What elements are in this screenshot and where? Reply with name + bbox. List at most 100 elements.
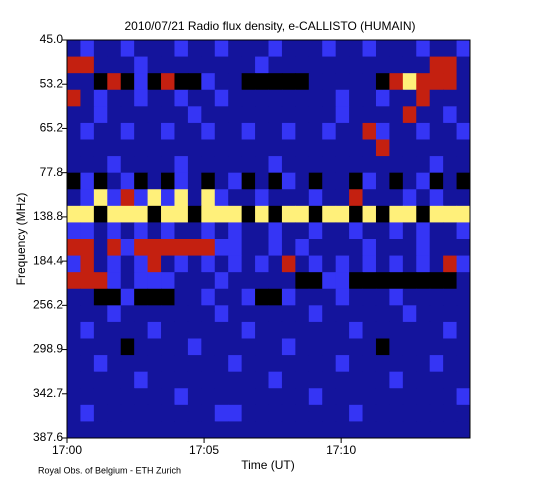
cell [214, 321, 229, 339]
cell [281, 404, 296, 422]
cell [456, 388, 471, 406]
cell [268, 305, 283, 323]
cell [268, 404, 283, 422]
cell [402, 156, 417, 174]
cell [456, 56, 471, 74]
cell [402, 404, 417, 422]
cell [389, 355, 404, 373]
cell [375, 222, 390, 240]
cell [295, 272, 310, 290]
cell [362, 421, 377, 439]
cell [308, 288, 323, 306]
cell [120, 189, 135, 207]
cell [93, 106, 108, 124]
cell [107, 73, 122, 91]
cell [214, 189, 229, 207]
cell [174, 404, 189, 422]
cell [67, 205, 81, 223]
cell [268, 89, 283, 107]
y-tick-label: 53.2 [40, 76, 64, 90]
cell [281, 56, 296, 74]
cell [308, 222, 323, 240]
cell [134, 172, 149, 190]
cell [187, 338, 202, 356]
cell [228, 156, 243, 174]
cell [174, 288, 189, 306]
cell [389, 139, 404, 157]
cell [268, 106, 283, 124]
cell [295, 421, 310, 439]
cell [255, 56, 269, 74]
cell [80, 388, 95, 406]
cell [349, 355, 364, 373]
cell [443, 404, 458, 422]
cell [67, 288, 81, 306]
cell [67, 239, 81, 257]
cell [335, 222, 350, 240]
cell [429, 272, 444, 290]
cell [443, 89, 458, 107]
cell [93, 73, 108, 91]
cell [255, 388, 269, 406]
y-tick-label: 138.8 [33, 209, 63, 223]
y-tick-label: 45.0 [40, 32, 64, 46]
cell [322, 404, 337, 422]
cell [214, 239, 229, 257]
cell [295, 139, 310, 157]
cell [322, 205, 337, 223]
cell [456, 73, 471, 91]
cell [201, 355, 216, 373]
cell [268, 205, 283, 223]
cell [335, 305, 350, 323]
cell [375, 404, 390, 422]
cell [174, 122, 189, 140]
cell [429, 139, 444, 157]
cell [214, 106, 229, 124]
cell [161, 239, 175, 257]
cell [67, 89, 81, 107]
cell [322, 255, 337, 273]
cell [295, 205, 310, 223]
cell [134, 239, 149, 257]
cell [187, 56, 202, 74]
cell [147, 89, 162, 107]
cell [268, 421, 283, 439]
cell [161, 122, 175, 140]
cell [375, 89, 390, 107]
cell [120, 122, 135, 140]
cell [255, 239, 269, 257]
cell [268, 122, 283, 140]
cell [134, 255, 149, 273]
cell [362, 255, 377, 273]
cell [161, 338, 175, 356]
cell [67, 189, 81, 207]
cell [107, 222, 122, 240]
cell [228, 371, 243, 389]
cell [429, 255, 444, 273]
cell [187, 122, 202, 140]
cell [335, 106, 350, 124]
cell [389, 122, 404, 140]
cell [214, 40, 229, 58]
cell [228, 172, 243, 190]
cell [228, 321, 243, 339]
cell [281, 222, 296, 240]
cell [187, 255, 202, 273]
cell [443, 73, 458, 91]
cell [268, 371, 283, 389]
cell [375, 239, 390, 257]
cell [308, 421, 323, 439]
cell [80, 56, 95, 74]
cell [389, 205, 404, 223]
cell [80, 40, 95, 58]
cell [228, 56, 243, 74]
cell [335, 421, 350, 439]
cell [375, 371, 390, 389]
cell [456, 156, 471, 174]
cell [107, 106, 122, 124]
cell [120, 222, 135, 240]
cell [201, 205, 216, 223]
cell [416, 321, 431, 339]
cell [228, 73, 243, 91]
cell [107, 156, 122, 174]
